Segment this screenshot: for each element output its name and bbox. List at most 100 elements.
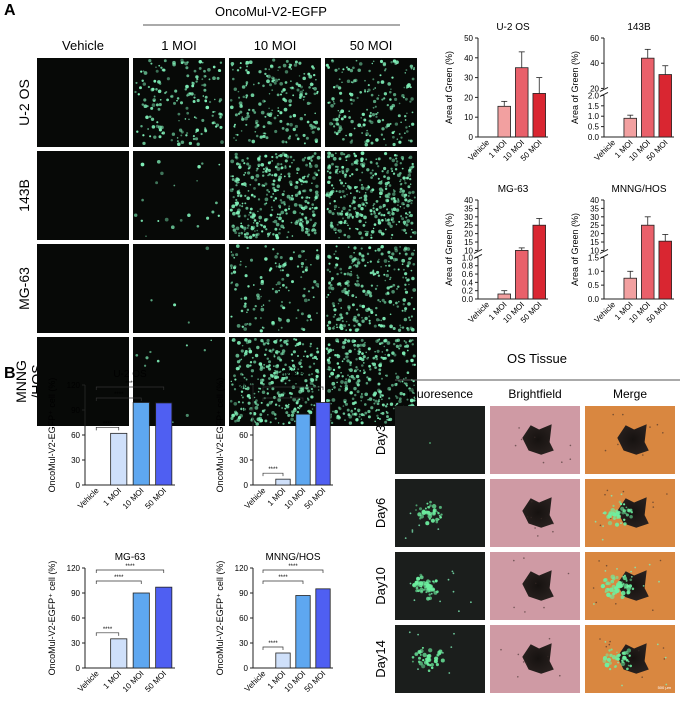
cell-dot bbox=[393, 246, 398, 250]
cell-dot bbox=[269, 268, 272, 271]
tissue-row-label-1: Day6 bbox=[373, 498, 388, 528]
cell-dot bbox=[348, 110, 351, 113]
cell-dot bbox=[392, 342, 396, 346]
cell-dot bbox=[184, 88, 188, 91]
cell-dot bbox=[354, 348, 356, 351]
cell-dot bbox=[394, 168, 398, 171]
fluor-dot bbox=[428, 648, 433, 653]
fluor-dot bbox=[621, 684, 623, 687]
cell-dot bbox=[296, 410, 300, 414]
fluor-dot bbox=[433, 659, 438, 664]
cell-dot bbox=[264, 182, 268, 186]
bar-2 bbox=[295, 595, 311, 669]
cell-dot bbox=[265, 193, 269, 196]
cell-dot bbox=[375, 200, 379, 203]
cell-dot bbox=[209, 100, 212, 104]
cell-dot bbox=[281, 219, 284, 223]
fluor-dot bbox=[417, 668, 419, 670]
cell-dot bbox=[326, 368, 329, 371]
cell-dot bbox=[243, 230, 246, 232]
fluor-dot bbox=[600, 583, 606, 589]
cell-dot bbox=[141, 103, 145, 106]
cell-dot bbox=[412, 307, 416, 311]
cell-dot bbox=[394, 163, 398, 167]
cell-dot bbox=[261, 390, 266, 395]
cell-dot bbox=[245, 96, 248, 99]
cell-dot bbox=[249, 258, 254, 262]
fluor-dot bbox=[420, 590, 424, 594]
cell-dot bbox=[346, 234, 351, 239]
cell-dot bbox=[327, 326, 332, 331]
cell-dot bbox=[242, 374, 244, 376]
cell-dot bbox=[338, 78, 341, 81]
cell-dot bbox=[179, 219, 183, 222]
significance-label: **** bbox=[114, 575, 124, 581]
cell-dot bbox=[331, 212, 335, 216]
debris-dot bbox=[599, 638, 601, 640]
cell-dot bbox=[341, 81, 343, 84]
cell-dot bbox=[380, 252, 384, 256]
cell-dot bbox=[345, 188, 348, 190]
cell-dot bbox=[332, 349, 335, 351]
fluor-dot bbox=[429, 500, 432, 504]
cell-dot bbox=[408, 157, 410, 159]
cell-dot bbox=[368, 364, 371, 368]
cell-dot bbox=[192, 137, 196, 141]
cell-dot bbox=[379, 59, 384, 64]
cell-dot bbox=[406, 176, 409, 180]
tissue-image-r1-c0 bbox=[395, 479, 485, 547]
cell-dot bbox=[294, 338, 298, 341]
cell-dot bbox=[307, 389, 311, 393]
cell-dot bbox=[364, 292, 369, 297]
cell-dot bbox=[288, 205, 290, 207]
cell-dot bbox=[360, 400, 362, 402]
fluor-dot bbox=[631, 587, 635, 591]
cell-dot bbox=[276, 375, 280, 379]
cell-dot bbox=[346, 408, 350, 412]
cell-dot bbox=[387, 169, 389, 172]
significance-label: **** bbox=[278, 392, 288, 398]
cell-dot bbox=[242, 387, 245, 390]
fluor-dot bbox=[608, 511, 613, 515]
cell-dot bbox=[233, 374, 236, 378]
cell-dot bbox=[269, 232, 272, 234]
cell-dot bbox=[212, 65, 216, 69]
bar-3 bbox=[315, 588, 331, 669]
cell-dot bbox=[186, 132, 189, 135]
y-tick-label: 0 bbox=[244, 664, 249, 673]
cell-dot bbox=[241, 225, 244, 228]
cell-dot bbox=[269, 421, 272, 424]
chart-title: U-2 OS bbox=[496, 22, 530, 33]
cell-dot bbox=[239, 407, 243, 411]
cell-dot bbox=[307, 72, 311, 76]
fluor-dot bbox=[435, 520, 439, 524]
cell-dot bbox=[141, 79, 144, 82]
y-tick-label: 30 bbox=[71, 639, 80, 648]
cell-dot bbox=[391, 359, 394, 363]
cell-dot bbox=[344, 338, 347, 342]
cell-dot bbox=[246, 311, 248, 314]
cell-dot bbox=[150, 299, 153, 302]
fluor-dot bbox=[426, 583, 432, 589]
cell-dot bbox=[399, 180, 401, 183]
cell-dot bbox=[236, 191, 241, 195]
cell-dot bbox=[353, 412, 357, 416]
cell-dot bbox=[388, 184, 392, 187]
cell-dot bbox=[284, 363, 287, 366]
cell-dot bbox=[332, 368, 336, 372]
fluor-dot bbox=[610, 574, 616, 580]
cell-dot bbox=[403, 354, 406, 357]
cell-dot bbox=[177, 112, 181, 116]
cell-dot bbox=[360, 418, 363, 420]
cell-dot bbox=[290, 221, 293, 224]
debris-dot bbox=[513, 559, 515, 562]
cell-dot bbox=[237, 112, 241, 115]
cell-dot bbox=[409, 177, 412, 181]
y-tick-label: 0 bbox=[244, 481, 249, 490]
cell-dot bbox=[308, 373, 311, 377]
bar-3 bbox=[658, 74, 672, 138]
cell-dot bbox=[315, 256, 320, 260]
cell-dot bbox=[277, 114, 279, 117]
cell-dot bbox=[196, 78, 199, 81]
cell-dot bbox=[241, 159, 245, 162]
